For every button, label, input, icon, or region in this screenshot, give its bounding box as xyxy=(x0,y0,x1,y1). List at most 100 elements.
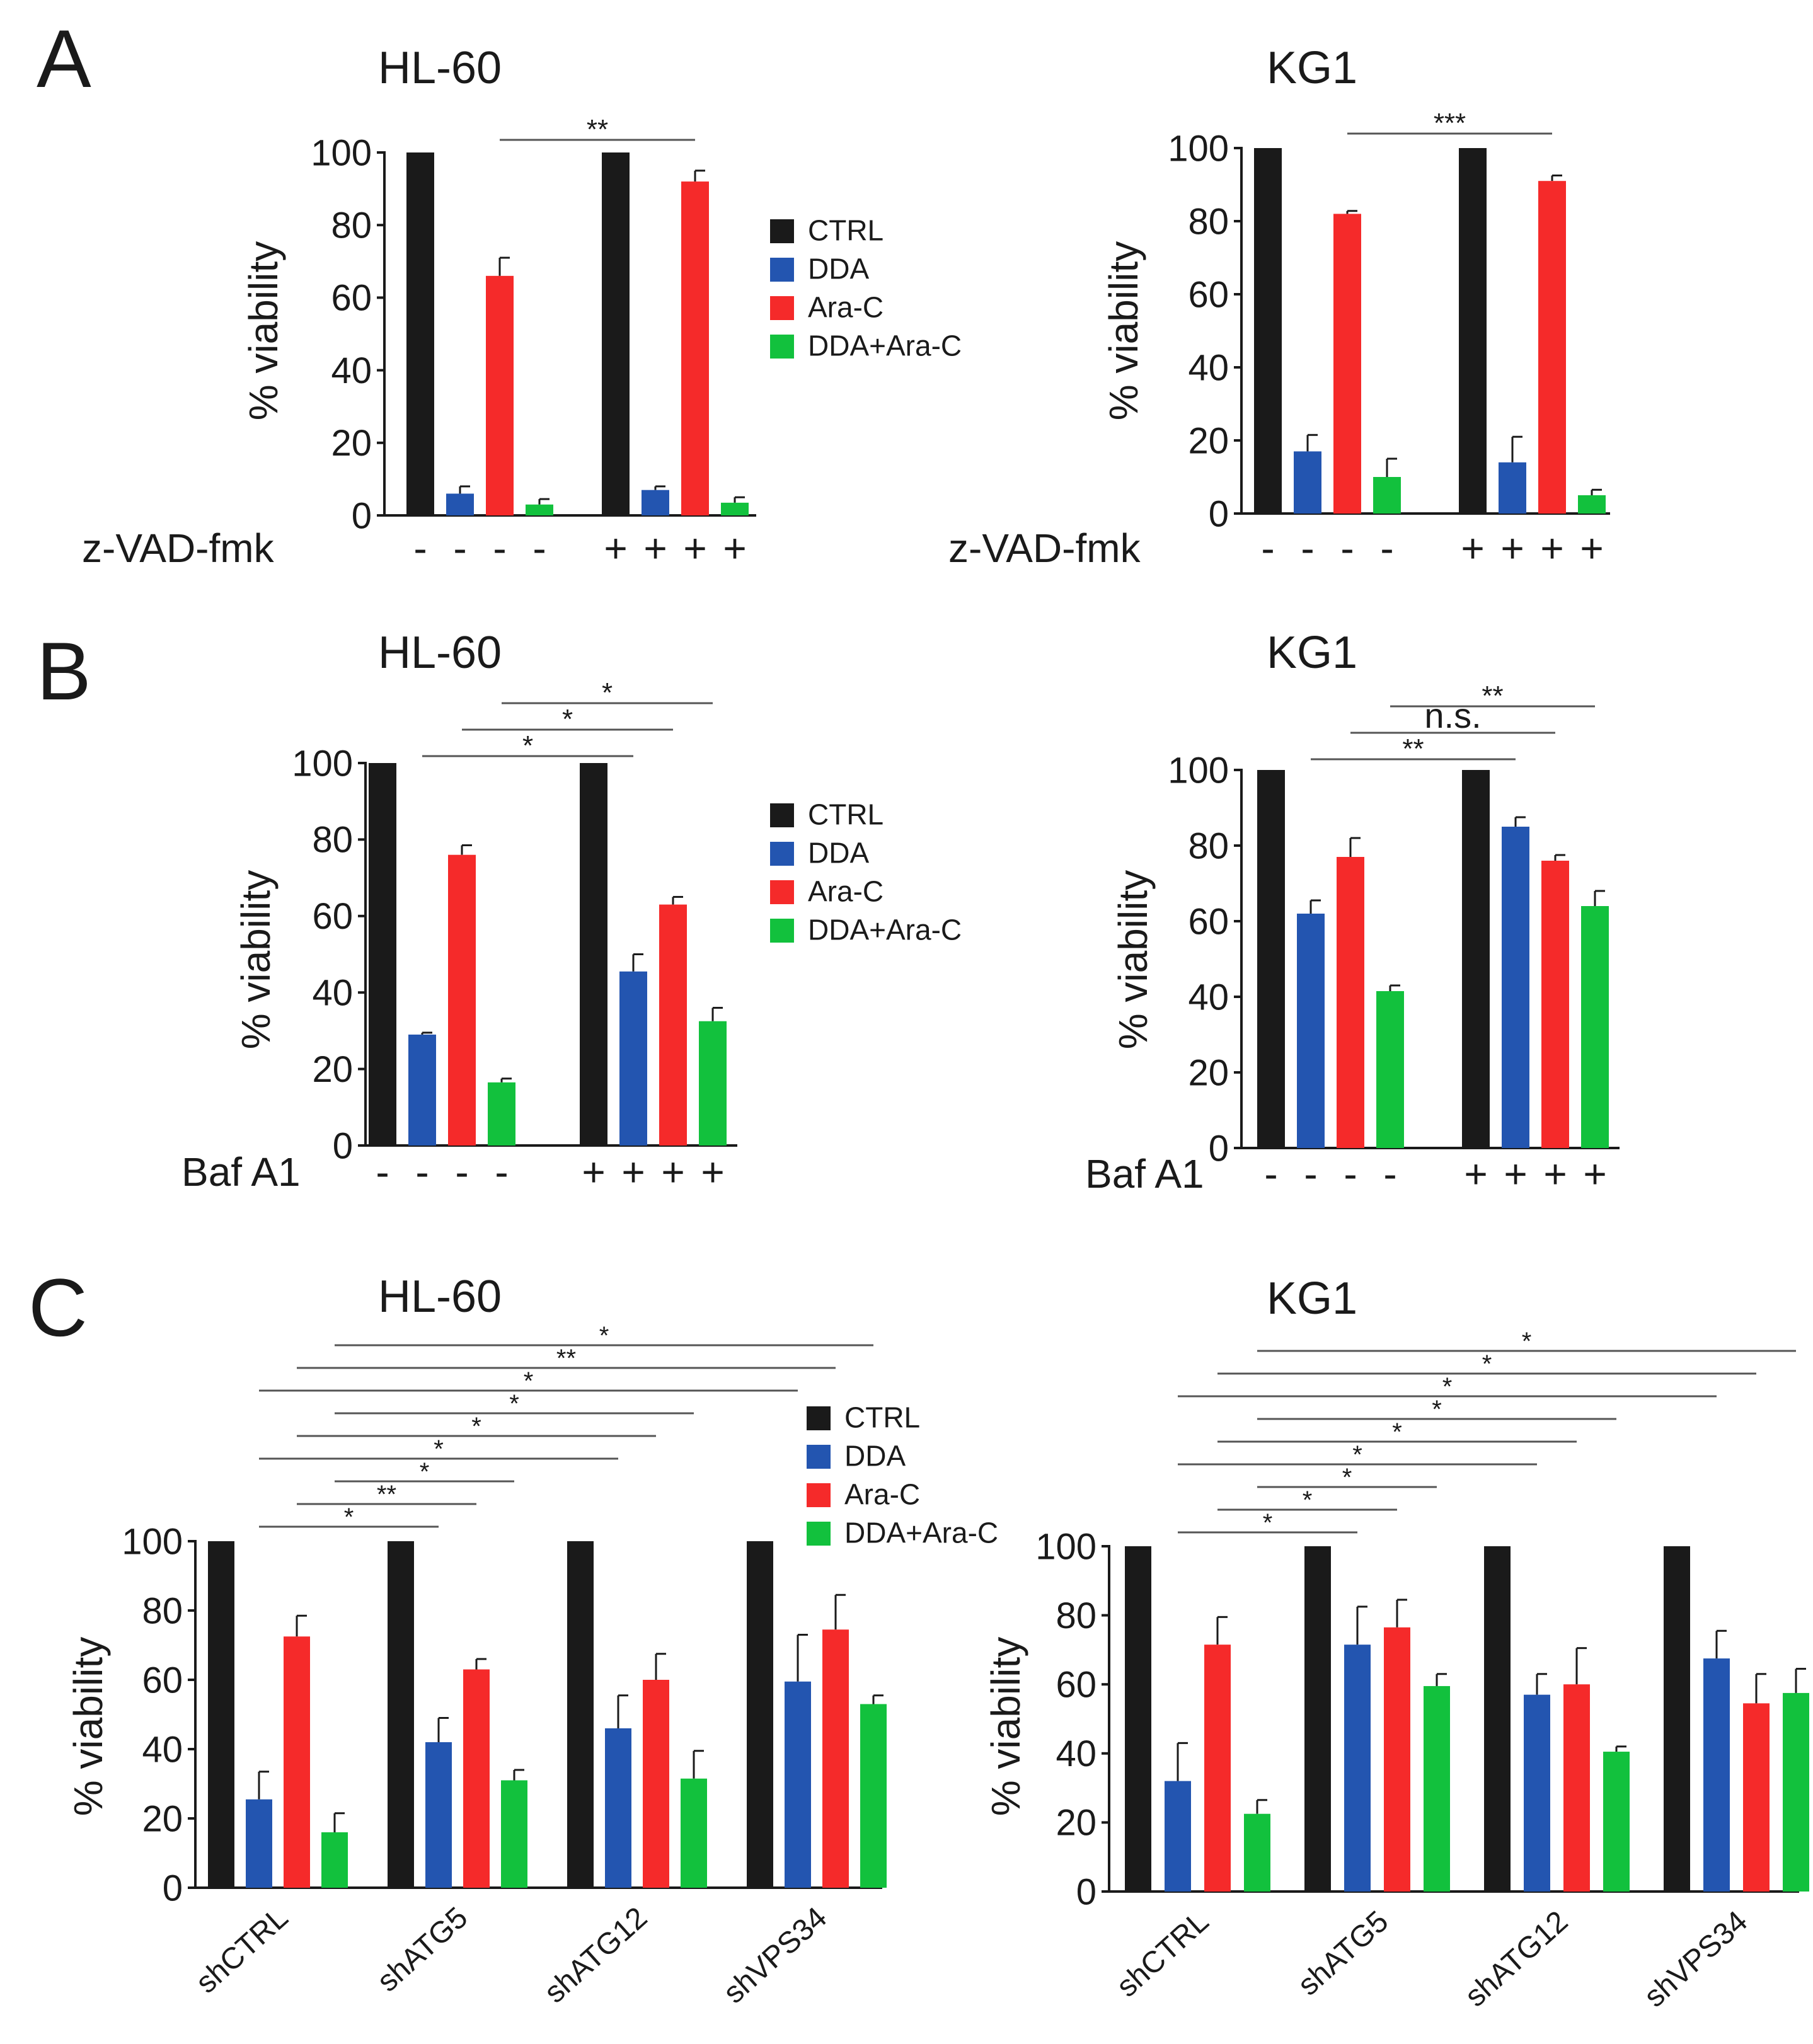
y-tick-label: 80 xyxy=(1188,825,1229,866)
treatment-label: Baf A1 xyxy=(181,1149,301,1195)
treatment-sign: + xyxy=(621,1149,645,1195)
significance-label: * xyxy=(1263,1509,1273,1537)
bar-ctrl xyxy=(369,763,396,1145)
y-tick-label: 20 xyxy=(312,1049,353,1090)
bar-dda xyxy=(425,1742,452,1888)
significance-label: * xyxy=(1442,1373,1453,1401)
x-group-label: shCTRL xyxy=(1110,1905,1215,2004)
legend: CTRL DDA Ara-C DDA+Ara-C xyxy=(770,214,962,362)
significance-label: * xyxy=(1522,1328,1532,1355)
bar-ara-c xyxy=(1743,1703,1770,1892)
y-tick-label: 60 xyxy=(312,896,353,937)
bar-ctrl xyxy=(747,1541,773,1888)
bar-ctrl xyxy=(1462,770,1490,1148)
y-tick-label: 100 xyxy=(1035,1526,1096,1567)
x-group-label: shATG5 xyxy=(371,1901,475,1999)
significance-label: * xyxy=(420,1458,430,1486)
y-tick-label: 40 xyxy=(1188,977,1229,1018)
significance-label: * xyxy=(1482,1350,1492,1378)
significance-label: * xyxy=(1303,1486,1313,1514)
y-tick-label: 80 xyxy=(1188,201,1229,242)
bar-ara-c xyxy=(1538,181,1566,514)
y-tick-label: 100 xyxy=(292,743,353,784)
bar-ara-c xyxy=(822,1629,849,1888)
treatment-sign: - xyxy=(1380,525,1393,571)
y-tick-label: 40 xyxy=(1188,347,1229,388)
bar-dda-ara-c xyxy=(681,1778,707,1888)
bar-dda-ara-c xyxy=(321,1832,348,1888)
bar-dda xyxy=(1502,827,1529,1148)
y-axis-label: % viability xyxy=(1101,241,1146,421)
bar-dda-ara-c xyxy=(721,502,749,515)
bar-ctrl xyxy=(1484,1546,1511,1892)
bar-ctrl xyxy=(567,1541,594,1888)
significance-label: ** xyxy=(1482,680,1503,711)
bar-dda xyxy=(619,971,647,1145)
treatment-sign: - xyxy=(376,1149,389,1195)
legend-swatch xyxy=(770,296,794,320)
legend-swatch xyxy=(770,258,794,282)
bar-ara-c xyxy=(284,1636,310,1888)
legend-label: DDA xyxy=(844,1439,906,1472)
y-tick-label: 80 xyxy=(312,820,353,861)
legend-label: Ara-C xyxy=(808,290,883,323)
significance-label: * xyxy=(562,704,573,735)
bar-dda-ara-c xyxy=(1581,906,1609,1148)
bar-ara-c xyxy=(463,1669,490,1888)
chart-title: HL-60 xyxy=(378,1272,502,1322)
chart-c-kg1: KG1 % viability 0 20 40 60 80 100 shCTRL shATG5 sh… xyxy=(983,1273,1809,2014)
bar-dda-ara-c xyxy=(488,1082,515,1145)
bar-ara-c xyxy=(681,181,709,516)
treatment-label: Baf A1 xyxy=(1085,1151,1204,1197)
treatment-sign: - xyxy=(455,1149,468,1195)
bar-ara-c xyxy=(1541,861,1569,1148)
legend-label: Ara-C xyxy=(844,1478,920,1510)
y-axis-label: % viability xyxy=(66,1637,111,1817)
bar-dda-ara-c xyxy=(1373,477,1401,514)
x-group-label: shVPS34 xyxy=(1638,1905,1754,2014)
x-group-label: shATG5 xyxy=(1292,1905,1395,2002)
significance-label: * xyxy=(1432,1396,1442,1423)
bar-ara-c xyxy=(1333,214,1361,514)
legend-label: Ara-C xyxy=(808,875,883,907)
bar-dda-ara-c xyxy=(1244,1813,1270,1892)
bar-ctrl xyxy=(1304,1546,1331,1892)
treatment-sign: - xyxy=(493,525,506,571)
y-tick-label: 20 xyxy=(1188,1052,1229,1093)
y-tick-label: 100 xyxy=(311,132,372,173)
y-tick-label: 20 xyxy=(1056,1803,1096,1844)
treatment-sign: + xyxy=(1583,1151,1606,1197)
y-tick-label: 0 xyxy=(1209,493,1229,534)
treatment-sign: + xyxy=(643,525,667,571)
bar-ara-c xyxy=(1384,1627,1410,1892)
y-tick-label: 60 xyxy=(331,278,372,319)
significance-label: * xyxy=(344,1503,354,1531)
bar-dda xyxy=(408,1034,436,1145)
treatment-sign: - xyxy=(413,525,427,571)
significance-label: ** xyxy=(556,1345,576,1372)
bar-dda-ara-c xyxy=(1578,495,1606,514)
panel-letter-a: A xyxy=(37,13,91,105)
legend-swatch xyxy=(807,1522,831,1546)
bar-ara-c xyxy=(659,904,687,1145)
y-tick-label: 0 xyxy=(1209,1128,1229,1169)
treatment-sign: + xyxy=(604,525,627,571)
bar-ctrl xyxy=(1254,148,1282,514)
y-tick-label: 60 xyxy=(1056,1665,1096,1706)
treatment-sign: + xyxy=(723,525,746,571)
y-tick-label: 100 xyxy=(122,1521,183,1562)
treatment-sign: + xyxy=(1543,1151,1567,1197)
y-tick-label: 20 xyxy=(142,1798,183,1839)
chart-c-hl60: HL-60 % viability 0 20 40 60 80 100 shCTRL shATG5… xyxy=(66,1272,998,2010)
treatment-sign: + xyxy=(1464,1151,1487,1197)
bar-dda xyxy=(785,1681,811,1888)
significance-label: * xyxy=(522,730,533,761)
significance-label: * xyxy=(524,1367,534,1395)
legend-swatch xyxy=(770,803,794,827)
legend-label: CTRL xyxy=(808,214,883,246)
bar-ctrl xyxy=(1125,1546,1151,1892)
legend-swatch xyxy=(770,919,794,943)
treatment-sign: - xyxy=(453,525,466,571)
legend-label: DDA+Ara-C xyxy=(808,913,962,946)
